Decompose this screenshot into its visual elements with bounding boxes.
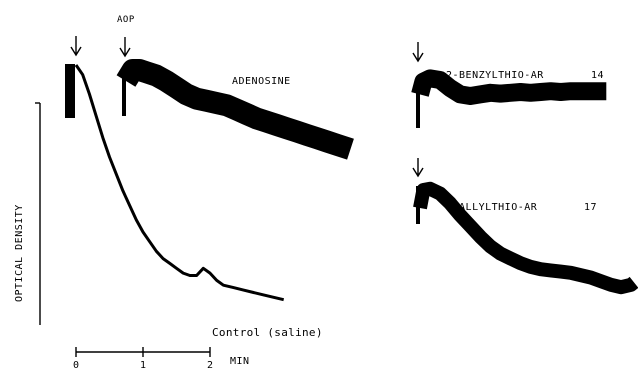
trace-id-benzylthio: 14 — [591, 70, 604, 81]
trace-label-benzylthio: 2-BENZYLTHIO-AR — [446, 70, 544, 81]
scale-unit-label: MIN — [230, 356, 250, 367]
trace-allylthio — [413, 181, 638, 295]
addition-arrows — [70, 36, 424, 178]
traces — [74, 59, 638, 302]
trace-label-allylthio: 2-ALLYLTHIO-AR — [446, 202, 538, 213]
trace-benzylthio — [411, 69, 607, 105]
trace-id-allylthio: 17 — [584, 202, 597, 213]
time-scale-bar: 0 1 2 MIN — [73, 347, 250, 371]
scale-tick-label: 0 — [73, 360, 80, 371]
optical-density-axis: OPTICAL DENSITY — [14, 102, 41, 325]
trace-control — [74, 64, 285, 302]
trace-label-adenosine: ADENOSINE — [232, 76, 291, 87]
arrow-down-icon — [412, 158, 424, 178]
arrow-down-icon — [412, 42, 424, 63]
arrow-down-icon — [119, 37, 131, 58]
scale-tick-label: 2 — [207, 360, 214, 371]
scale-tick-label: 1 — [140, 360, 147, 371]
trace-label-control: Control (saline) — [212, 326, 323, 339]
benzylthio-baseline-burst — [416, 84, 420, 128]
optical-density-label: OPTICAL DENSITY — [14, 204, 25, 302]
arrow-down-icon — [70, 36, 82, 57]
adenosine-baseline-burst — [122, 72, 126, 116]
trace-adenosine — [116, 59, 354, 160]
baseline-bursts — [65, 64, 420, 224]
adp-marker-label: AOP — [117, 15, 135, 25]
control-baseline-burst — [65, 64, 75, 118]
